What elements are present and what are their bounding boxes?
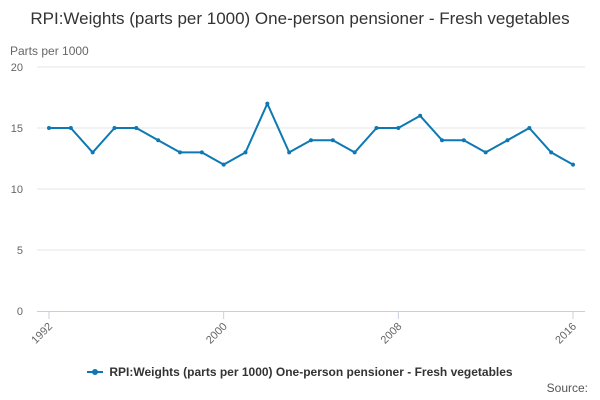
data-point (483, 150, 488, 155)
legend-label: RPI:Weights (parts per 1000) One-person … (109, 365, 513, 379)
data-point (330, 138, 335, 143)
y-tick-label: 10 (11, 184, 23, 196)
data-point (243, 150, 248, 155)
data-point (265, 101, 270, 106)
data-point (199, 150, 204, 155)
data-point (505, 138, 510, 143)
gridlines (37, 66, 585, 251)
data-point (440, 138, 444, 143)
y-axis-label: Parts per 1000 (10, 44, 89, 58)
legend-item[interactable]: RPI:Weights (parts per 1000) One-person … (87, 365, 513, 379)
y-tick-label: 0 (17, 306, 23, 318)
data-point (178, 150, 182, 155)
x-tick-label: 2008 (379, 321, 405, 347)
data-point (571, 162, 575, 167)
series-group (47, 101, 575, 167)
data-point (68, 126, 73, 130)
y-axis-ticks: 0 5 10 15 20 (11, 62, 23, 318)
data-point (112, 126, 117, 130)
data-point (549, 150, 554, 155)
x-tick-label: 2000 (204, 321, 230, 347)
data-point (134, 126, 139, 130)
data-point (352, 150, 357, 155)
series-line (48, 102, 574, 166)
y-tick-label: 5 (17, 245, 23, 257)
data-point (309, 138, 313, 143)
data-point (287, 150, 292, 155)
data-point (461, 138, 466, 143)
x-axis-ticks: 1992 2000 2008 2016 (29, 311, 579, 346)
data-point (90, 150, 95, 155)
data-point (374, 126, 379, 130)
data-point (396, 126, 401, 130)
chart-title: RPI:Weights (parts per 1000) One-person … (30, 9, 570, 28)
data-point (418, 113, 423, 118)
source-credit[interactable]: Source: (546, 381, 588, 395)
y-tick-label: 20 (11, 62, 23, 74)
x-tick-label: 1992 (29, 321, 55, 347)
data-point (156, 138, 161, 143)
x-tick-label: 2016 (553, 321, 579, 347)
legend-line-marker-icon (87, 367, 104, 377)
data-point (47, 126, 51, 130)
legend: RPI:Weights (parts per 1000) One-person … (0, 365, 600, 380)
y-tick-label: 15 (11, 123, 23, 135)
data-point (527, 126, 532, 130)
data-point (221, 162, 226, 167)
